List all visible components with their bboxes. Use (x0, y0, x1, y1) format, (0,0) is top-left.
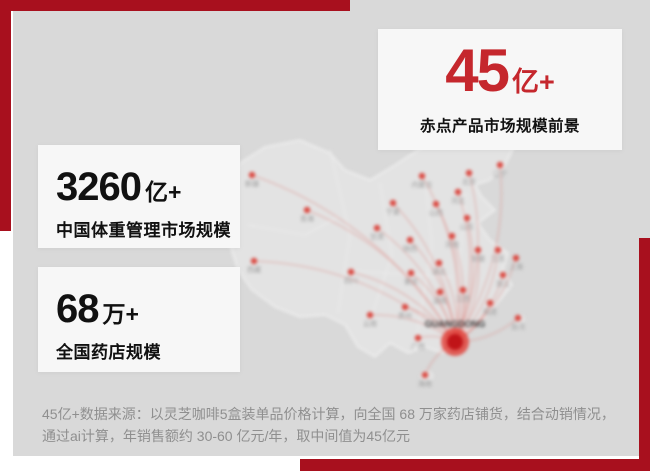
footnote-text: 45亿+数据来源：以灵芝咖啡5盒装单品价格计算，向全国 68 万家药店铺货，结合… (42, 406, 615, 445)
pharmacy-label: 全国药店规模 (56, 343, 161, 362)
svg-text:内蒙古: 内蒙古 (412, 180, 433, 189)
forecast-unit: 亿+ (511, 67, 555, 97)
svg-text:海南: 海南 (418, 379, 432, 388)
pharmacy-number-row: 68 万+ (38, 267, 240, 329)
forecast-label: 赤点产品市场规模前景 (419, 118, 580, 135)
frame-bar-right (639, 238, 650, 471)
svg-text:浙江: 浙江 (496, 279, 510, 288)
svg-text:安徽: 安徽 (471, 254, 485, 263)
svg-text:台湾: 台湾 (511, 322, 525, 331)
frame-bar-left (0, 0, 11, 231)
weight-unit: 亿+ (144, 179, 182, 205)
stat-card-weight-market: 3260 亿+ 中国体重管理市场规模 (38, 145, 240, 248)
city-dots (248, 161, 522, 379)
frame-bar-bottom (300, 459, 650, 471)
svg-text:宁夏: 宁夏 (386, 207, 400, 216)
weight-label: 中国体重管理市场规模 (56, 221, 231, 240)
svg-text:山西: 山西 (429, 208, 443, 217)
weight-value: 3260 (56, 165, 142, 209)
forecast-number-row: 45 亿+ (378, 29, 622, 101)
china-map: 新疆西藏 青海甘肃 宁夏 内蒙古 辽宁北京河北 山西山东陕西 河南江苏 安徽上海浙江 湖北重庆 四… (220, 85, 650, 420)
weight-number-row: 3260 亿+ (38, 145, 240, 207)
svg-text:青海: 青海 (300, 214, 314, 223)
svg-text:贵州: 贵州 (398, 311, 412, 320)
svg-text:西藏: 西藏 (247, 265, 261, 274)
svg-text:江苏: 江苏 (491, 254, 505, 263)
forecast-value: 45 (445, 37, 510, 104)
svg-text:GUANGDONG: GUANGDONG (425, 319, 486, 329)
svg-text:河北: 河北 (451, 197, 465, 205)
svg-text:上海: 上海 (509, 262, 523, 271)
svg-text:云南: 云南 (363, 319, 377, 328)
route-arcs (251, 164, 519, 376)
svg-text:福建: 福建 (483, 307, 497, 316)
svg-text:辽宁: 辽宁 (493, 169, 507, 178)
stat-card-pharmacies: 68 万+ 全国药店规模 (38, 267, 240, 372)
frame-bar-top (0, 0, 350, 11)
svg-text:湖南: 湖南 (433, 296, 447, 305)
stat-card-forecast: 45 亿+ 赤点产品市场规模前景 (378, 29, 622, 150)
pharmacy-unit: 万+ (102, 301, 139, 327)
svg-text:山东: 山东 (460, 222, 474, 231)
svg-text:甘肃: 甘肃 (370, 232, 384, 241)
svg-text:重庆: 重庆 (404, 277, 418, 286)
svg-text:广西: 广西 (411, 342, 425, 351)
province-borders (247, 149, 467, 342)
svg-text:湖北: 湖北 (432, 267, 446, 276)
svg-text:河南: 河南 (445, 240, 459, 249)
svg-text:四川: 四川 (344, 277, 358, 285)
svg-text:陕西: 陕西 (403, 244, 417, 253)
svg-text:新疆: 新疆 (245, 179, 259, 188)
pharmacy-value: 68 (56, 287, 99, 331)
svg-text:江西: 江西 (456, 295, 470, 303)
svg-text:北京: 北京 (462, 177, 476, 186)
